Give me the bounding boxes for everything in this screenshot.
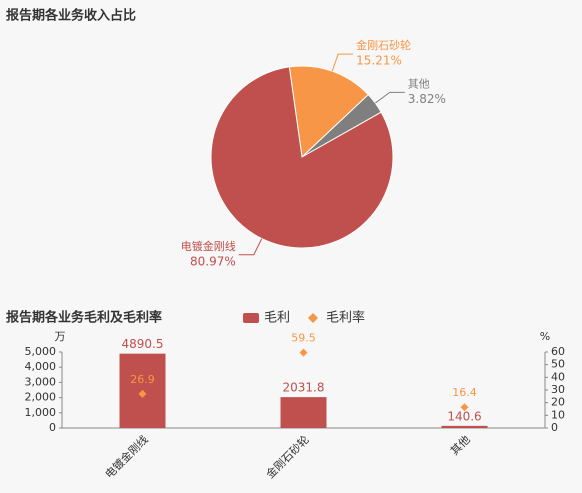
point-label: 59.5 [291,332,316,345]
slice-label: 其他 [408,77,430,90]
pie-title: 报告期各业务收入占比 [6,8,136,24]
y2-tick-label: 40 [551,370,565,383]
pie-slice [288,65,369,159]
scatter-point [299,348,308,357]
slice-value: 3.82% [408,92,446,106]
legend-marker [243,313,259,323]
bar-label: 2031.8 [283,381,325,395]
y2-tick-label: 20 [551,396,565,409]
leader-line [238,238,263,256]
scatter-point [460,403,469,412]
y2-tick-label: 50 [551,358,565,371]
point-label: 26.9 [130,373,155,386]
legend-marker [308,313,318,323]
y-tick-label: 4,000 [25,360,57,373]
leader-line [374,91,405,104]
y-tick-label: 3,000 [25,375,57,388]
bar-label: 4890.5 [122,337,164,351]
slice-value: 15.21% [356,54,402,68]
slice-label: 金刚石砂轮 [356,38,411,52]
y-tick-label: 1,000 [25,406,57,419]
legend-label: 毛利率 [326,310,365,326]
pie-slice [210,66,394,249]
slice-label: 电镀金刚线 [181,239,236,253]
y2-tick-label: 10 [551,408,565,421]
bar [441,425,488,428]
leader-line [331,53,354,72]
y2-tick-label: 60 [551,345,565,358]
point-label: 16.4 [452,386,477,399]
y-tick-label: 5,000 [25,345,57,358]
bar-label: 140.6 [447,409,481,423]
legend-label: 毛利 [264,311,290,326]
y2-tick-label: 30 [551,383,565,396]
bar-title: 报告期各业务毛利及毛利率 [6,310,162,326]
y-unit: 万 [55,330,66,343]
bar [280,397,327,428]
scatter-point [138,389,147,398]
slice-value: 80.97% [190,254,236,268]
y-tick-label: 2,000 [25,391,57,404]
y-tick-label: 0 [49,421,56,434]
y2-unit: % [540,330,550,343]
y2-tick-label: 0 [551,421,558,434]
